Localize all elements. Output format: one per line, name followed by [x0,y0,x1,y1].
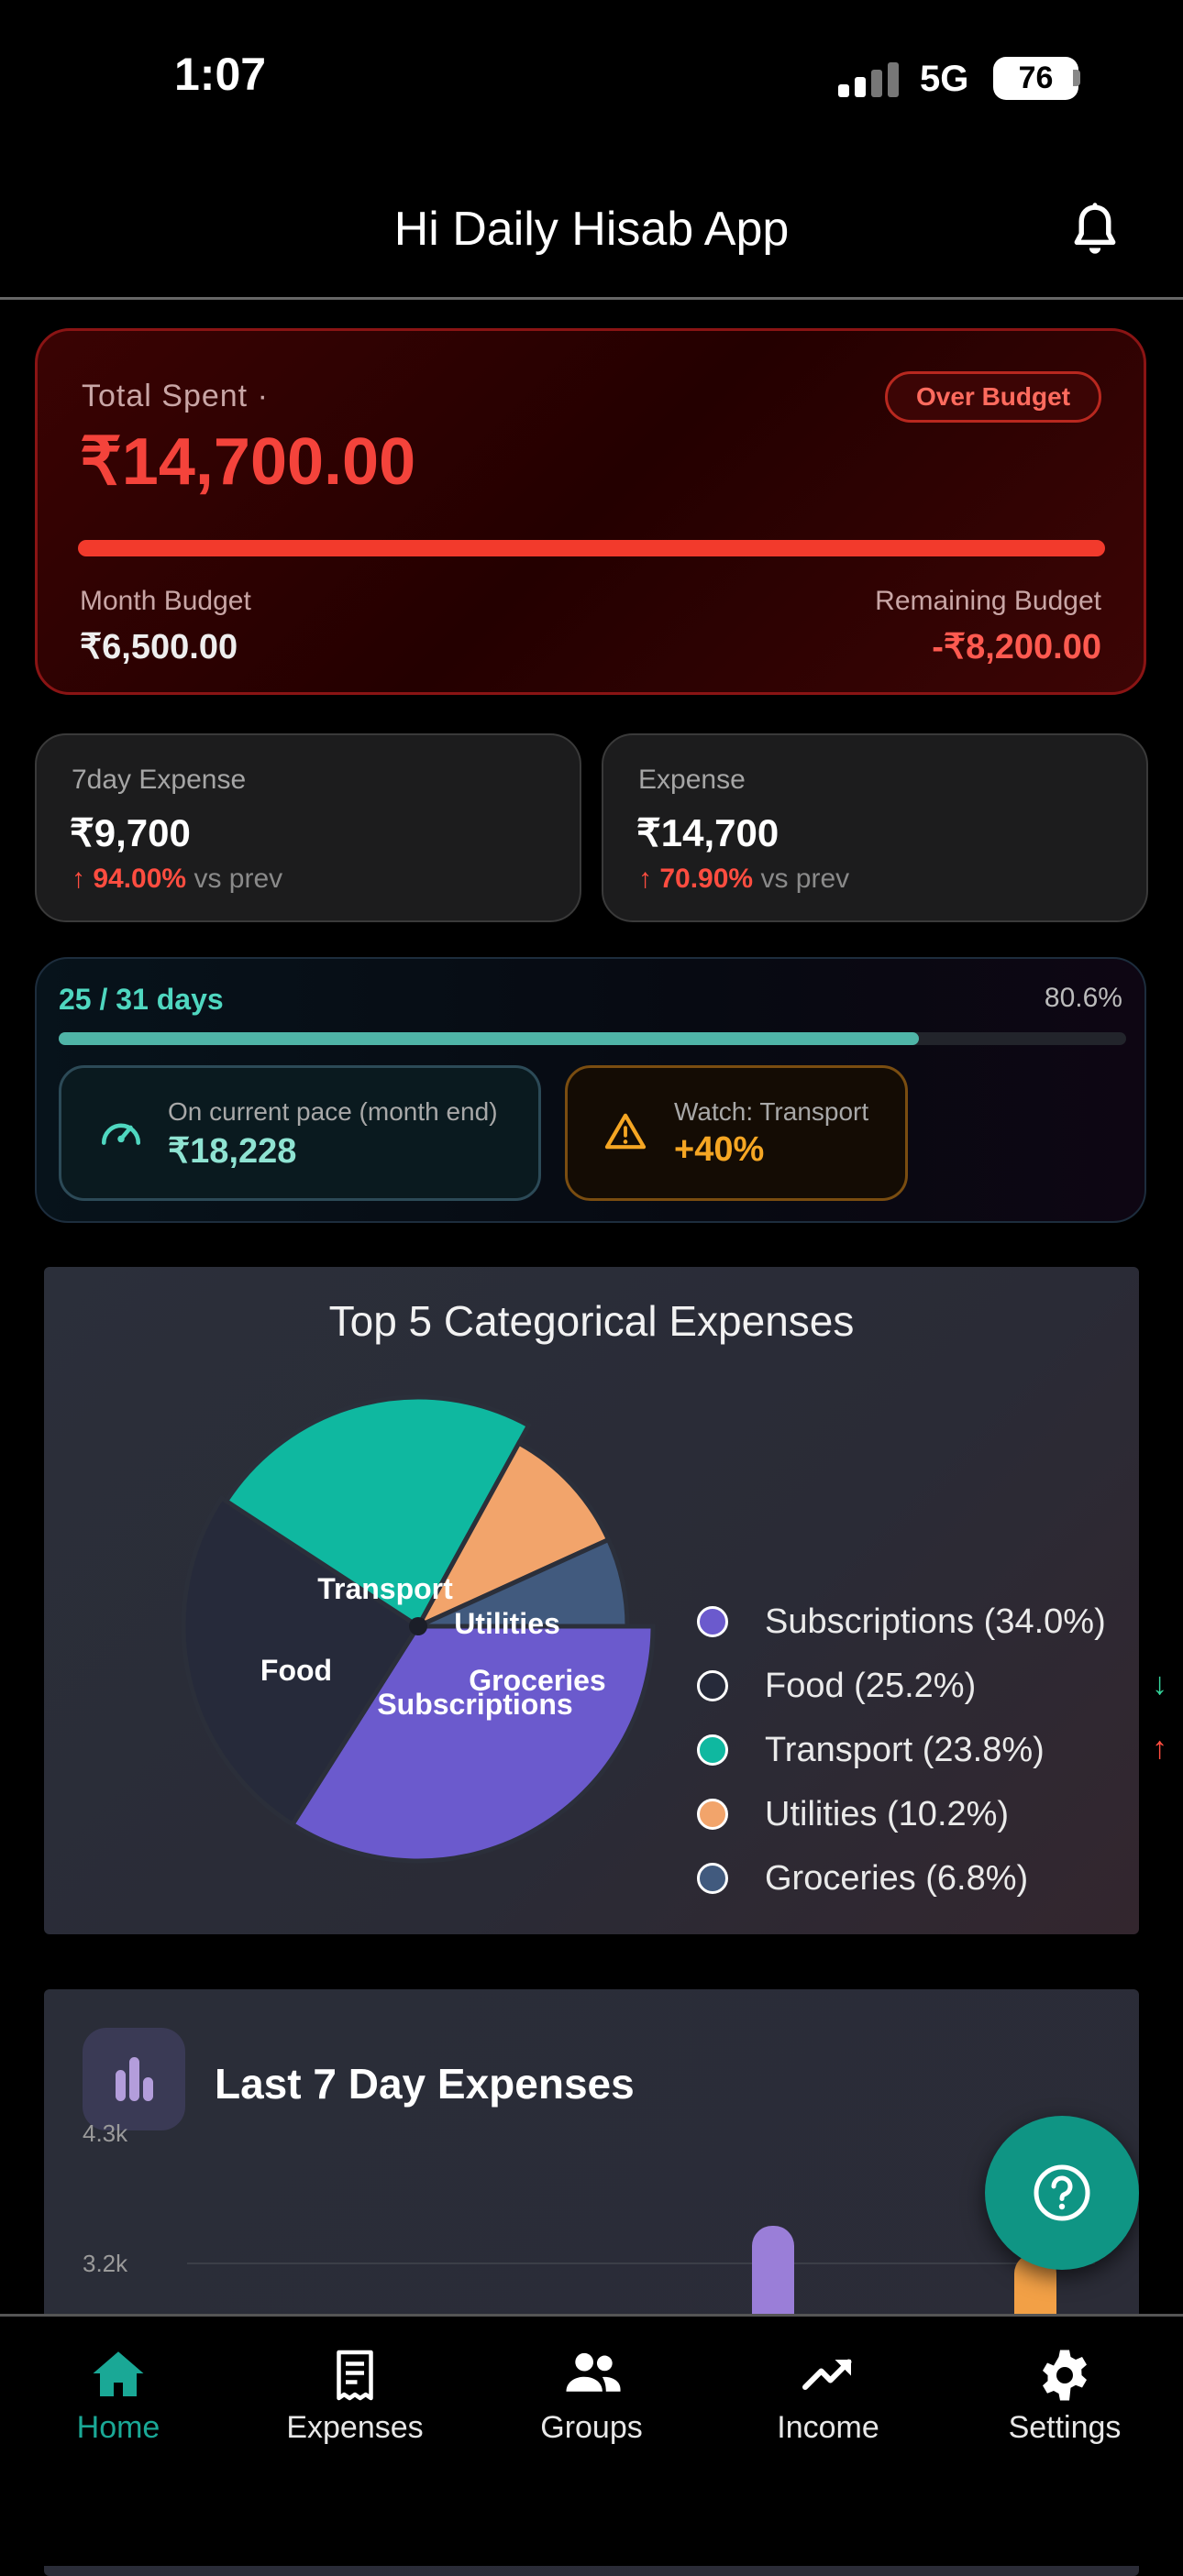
nav-label: Settings [1008,2410,1122,2445]
nav-label: Groups [540,2410,643,2445]
stat-value: ₹9,700 [70,811,191,854]
month-expense-card[interactable]: Expense ₹14,700 ↑ 70.90% vs prev [602,733,1148,922]
category-pie-card: Top 5 Categorical Expenses Subscriptions… [44,1267,1167,1934]
cellular-signal-icon [838,62,899,97]
pie-slice-utilities[interactable] [413,1439,612,1632]
legend-item-utilities[interactable]: Utilities (10.2%) [697,1791,1183,1855]
y-tick-label: 4.3k [83,2119,128,2147]
pie-label-transport: Transport [317,1572,453,1605]
month-budget-value: ₹6,500.00 [80,628,238,666]
remaining-budget-value: -₹8,200.00 [932,628,1101,666]
pie-label-subscriptions: Subscriptions [377,1688,572,1721]
battery-tip [1073,70,1080,86]
legend-swatch [697,1863,728,1894]
pace-value: ₹18,228 [168,1132,297,1171]
legend-label: Subscriptions (34.0%) [765,1602,1106,1641]
pie-slice-food[interactable] [181,1494,422,1828]
legend-swatch [697,1606,728,1637]
nav-label: Expenses [286,2410,424,2445]
pie-slice-groceries[interactable] [416,1536,630,1629]
pie-center [409,1617,427,1635]
month-progress-track [59,1032,1126,1045]
legend-swatch [697,1670,728,1701]
total-spent-value: ₹14,700.00 [80,425,416,499]
legend-label: Transport (23.8%) [765,1731,1045,1769]
pie-title: Top 5 Categorical Expenses [328,1297,855,1345]
legend-label: Groceries (6.8%) [765,1859,1029,1898]
legend-label: Food (25.2%) [765,1667,977,1705]
pie-label-groceries: Groceries [469,1664,605,1697]
header-divider [0,297,1183,300]
arrow-up-icon: ↑ [638,864,652,894]
trending-up-icon [802,2359,852,2390]
remaining-budget-label: Remaining Budget [875,586,1101,616]
last-7-title: Last 7 Day Expenses [215,2060,635,2108]
arrow-up-icon: ↑ [72,864,85,894]
nav-home[interactable]: Home [0,2317,237,2463]
stat-delta-value: 94.00% [93,864,187,894]
pie-slice-transport[interactable] [223,1394,532,1630]
stat-label: 7day Expense [72,765,247,795]
budget-progress-bar [78,540,1105,556]
pie-label-utilities: Utilities [454,1607,560,1640]
watch-value: +40% [674,1130,765,1169]
bar-chart-icon [83,2028,185,2130]
nav-label: Income [777,2410,879,2445]
stat-delta: ↑ 94.00% vs prev [72,864,282,895]
legend-item-food[interactable]: Food (25.2%) ↓ [697,1663,1183,1727]
pace-chip[interactable]: On current pace (month end) ₹18,228 [59,1065,541,1201]
people-icon [566,2352,621,2392]
legend-swatch [697,1734,728,1766]
stat-delta-suffix: vs prev [760,864,850,894]
arrow-down-icon: ↓ [1152,1667,1167,1701]
legend-swatch [697,1799,728,1830]
arrow-up-icon: ↑ [1152,1731,1167,1766]
stat-label: Expense [638,765,746,795]
stat-delta-suffix: vs prev [193,864,283,894]
legend-item-groceries[interactable]: Groceries (6.8%) [697,1855,1183,1920]
nav-expenses[interactable]: Expenses [237,2317,473,2463]
stat-delta-value: 70.90% [659,864,754,894]
nav-settings[interactable]: Settings [946,2317,1183,2463]
over-budget-badge: Over Budget [885,371,1101,423]
days-elapsed: 25 / 31 days [59,983,224,1016]
status-time: 1:07 [174,49,267,100]
nav-label: Home [76,2410,160,2445]
receipt-icon [337,2350,373,2401]
watch-chip[interactable]: Watch: Transport +40% [565,1065,908,1201]
grid-line [187,2262,1095,2264]
help-fab-button[interactable] [985,2116,1139,2270]
help-icon [1034,2164,1090,2221]
stat-value: ₹14,700 [636,811,779,854]
gear-icon [1043,2350,1087,2401]
bell-icon[interactable] [1067,202,1122,260]
warning-icon [604,1113,647,1150]
nav-groups[interactable]: Groups [473,2317,710,2463]
watch-label: Watch: Transport [674,1097,869,1126]
bottom-nav: Home Expenses Groups Income Settings [0,2314,1183,2566]
month-progress-card: 25 / 31 days 80.6% On current pace (mont… [35,957,1146,1223]
total-spent-label: Total Spent · [82,379,269,413]
month-percent: 80.6% [1044,983,1122,1013]
speedometer-icon [101,1123,141,1145]
nav-income[interactable]: Income [710,2317,946,2463]
legend-item-transport[interactable]: Transport (23.8%) ↑ [697,1727,1183,1791]
budget-summary-card: Total Spent · ₹14,700.00 Over Budget Mon… [35,328,1146,695]
seven-day-expense-card[interactable]: 7day Expense ₹9,700 ↑ 94.00% vs prev [35,733,581,922]
stat-delta: ↑ 70.90% vs prev [638,864,849,895]
battery-indicator: 76 [993,57,1078,100]
pace-label: On current pace (month end) [168,1097,498,1126]
month-budget-label: Month Budget [80,586,251,616]
y-tick-label: 3.2k [83,2250,128,2277]
home-icon [93,2351,144,2396]
month-progress-fill [59,1032,920,1045]
legend-label: Utilities (10.2%) [765,1795,1010,1833]
page-title: Hi Daily Hisab App [393,203,790,256]
legend-item-subscriptions[interactable]: Subscriptions (34.0%) [697,1599,1183,1663]
pie-label-food: Food [260,1654,332,1687]
network-type: 5G [920,59,969,99]
